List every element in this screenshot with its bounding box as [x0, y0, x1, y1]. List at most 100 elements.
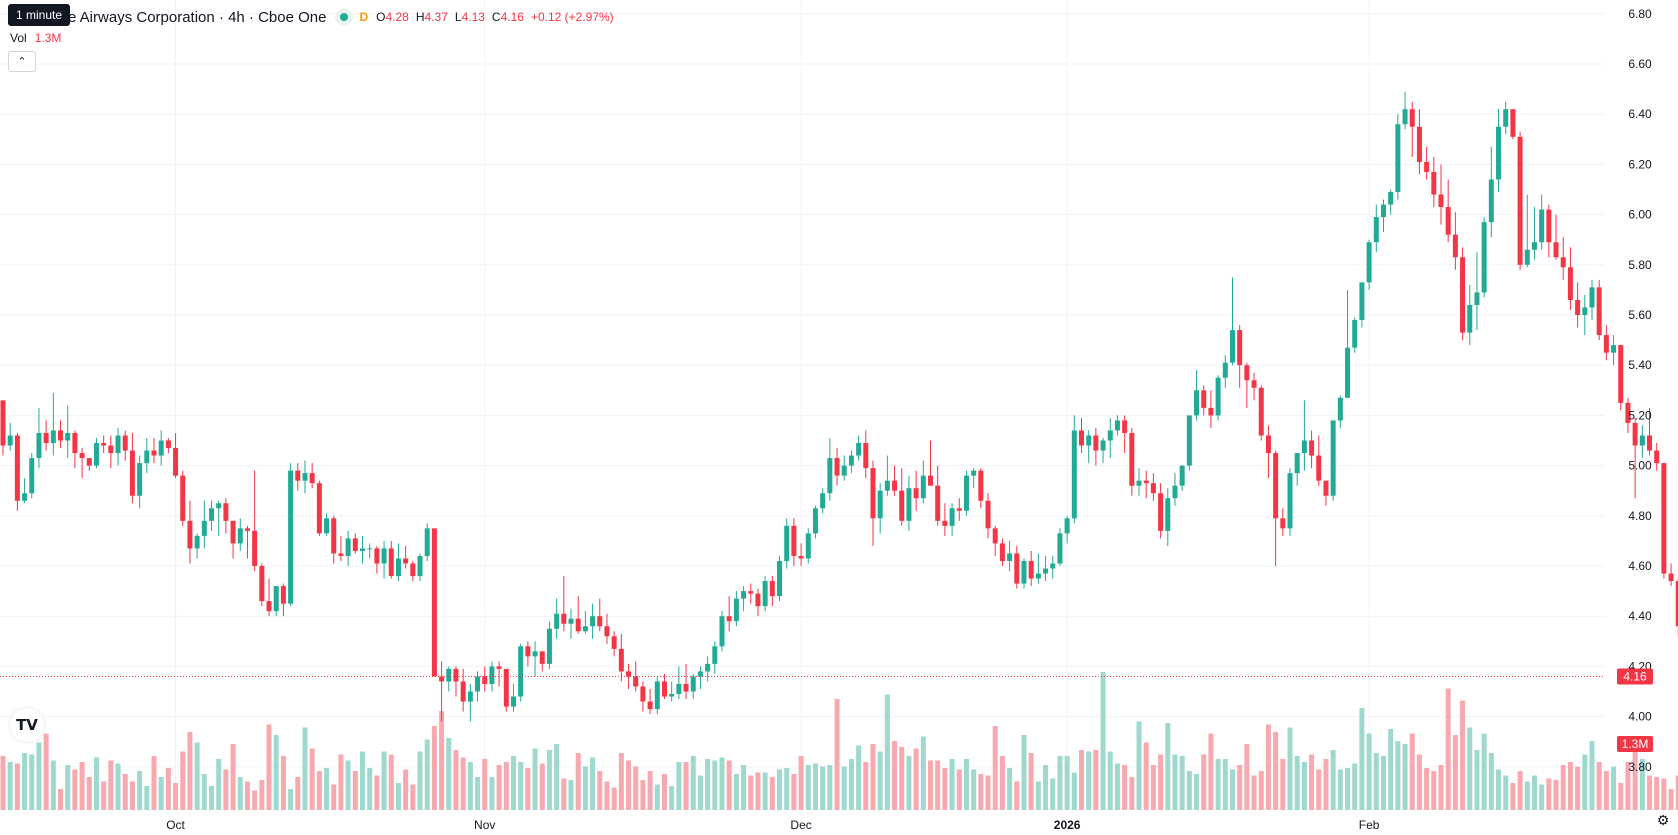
- volume-bar: [877, 751, 883, 810]
- candle-body: [395, 558, 401, 577]
- volume-bar: [1589, 741, 1595, 810]
- gear-icon[interactable]: ⚙: [1656, 811, 1670, 828]
- volume-bar: [597, 771, 603, 810]
- candle-body: [640, 686, 646, 702]
- chevron-up-icon: ⌃: [17, 56, 27, 68]
- candle-body: [1481, 222, 1487, 293]
- volume-bar: [1273, 732, 1279, 810]
- time-axis[interactable]: OctNovDec2026FebMar: [166, 818, 1678, 832]
- volume-bar: [1129, 777, 1135, 810]
- price-tick-label: 5.00: [1628, 459, 1652, 473]
- volume-bar: [661, 774, 667, 810]
- candle-body: [582, 626, 588, 632]
- volume-bar: [963, 759, 969, 810]
- candle-body: [1409, 109, 1415, 127]
- candle-body: [827, 458, 833, 494]
- volume-bar: [324, 768, 330, 810]
- candle-body: [1251, 380, 1257, 388]
- volume-bar: [489, 777, 495, 810]
- candle-body: [1129, 432, 1135, 486]
- candle-body: [453, 668, 459, 682]
- price-tick-label: 6.40: [1628, 107, 1652, 121]
- volume-bar: [1287, 727, 1293, 810]
- volume-bar: [295, 777, 301, 810]
- volume-bar: [741, 765, 747, 810]
- candle-body: [101, 443, 107, 446]
- candle-body: [108, 445, 114, 454]
- volume-bar: [252, 790, 258, 810]
- last-price-label: 4.16: [1623, 669, 1647, 683]
- volume-label[interactable]: Vol: [10, 31, 27, 45]
- price-tick-label: 3.80: [1628, 760, 1652, 774]
- volume-bar: [956, 769, 962, 810]
- candle-body: [805, 533, 811, 559]
- volume-bar: [43, 733, 49, 810]
- tradingview-logo[interactable]: TV: [10, 708, 44, 742]
- candle-body: [338, 553, 344, 556]
- volume-bar: [1294, 756, 1300, 810]
- candle-body: [367, 548, 373, 550]
- volume-bar: [460, 757, 466, 810]
- volume-bar: [1100, 672, 1106, 810]
- candle-body: [626, 671, 632, 677]
- volume-bar: [1229, 769, 1235, 810]
- price-tick-label: 4.40: [1628, 609, 1652, 623]
- candle-body: [475, 676, 481, 692]
- volume-bar: [604, 781, 610, 810]
- symbol-title[interactable]: e Airways Corporation · 4h · Cboe One: [68, 8, 327, 26]
- candle-body: [618, 648, 624, 672]
- volume-bar: [503, 762, 509, 810]
- candle-body: [122, 435, 128, 451]
- price-axis[interactable]: 3.804.004.204.404.604.805.005.205.405.60…: [1617, 7, 1653, 774]
- candle-body: [244, 528, 250, 531]
- candle-body: [899, 490, 905, 521]
- volume-bar: [180, 751, 186, 810]
- collapse-legend-button[interactable]: ⌃: [8, 51, 36, 72]
- candle-body: [1079, 430, 1084, 446]
- volume-bar: [1064, 756, 1070, 810]
- candle-body: [1215, 377, 1221, 416]
- candle-body: [1402, 109, 1408, 125]
- candle-body: [532, 651, 538, 657]
- candle-body: [525, 646, 531, 657]
- volume-bar: [1280, 759, 1286, 810]
- candle-body: [309, 473, 315, 484]
- volume-bar: [719, 757, 725, 810]
- volume-bar: [381, 751, 387, 810]
- candle-body: [1345, 347, 1351, 398]
- volume-bar: [1488, 753, 1494, 810]
- volume-bar: [338, 754, 344, 810]
- data-delay-badge[interactable]: D: [359, 10, 369, 24]
- volume-bar: [1510, 783, 1516, 810]
- price-tick-label: 5.40: [1628, 358, 1652, 372]
- low-label: L: [454, 10, 462, 24]
- candle-body: [820, 493, 826, 509]
- volume-bar: [475, 777, 481, 810]
- volume-bar: [1222, 759, 1228, 810]
- market-status-icon[interactable]: [335, 9, 354, 25]
- candle-body: [1158, 493, 1164, 531]
- candle-body: [1337, 397, 1343, 421]
- volume-bar: [539, 763, 545, 810]
- candle-body: [1165, 498, 1171, 531]
- volume-bar: [1043, 765, 1049, 810]
- candle-body: [568, 618, 574, 624]
- candle-body: [1208, 407, 1214, 416]
- candle-body: [115, 435, 121, 454]
- candle-body: [1330, 420, 1336, 496]
- volume-bar: [1301, 762, 1307, 810]
- candle-body: [187, 520, 193, 549]
- volume-bar: [1366, 733, 1372, 810]
- volume-bar: [1661, 778, 1667, 810]
- candle-body: [1539, 209, 1545, 243]
- volume-bar: [273, 735, 279, 810]
- candle-body: [1611, 345, 1617, 353]
- candle-body: [58, 430, 64, 441]
- candle-body: [1043, 568, 1049, 574]
- volume-bar: [935, 760, 941, 810]
- volume-bar: [992, 726, 998, 810]
- candle-body: [741, 591, 747, 599]
- low-value: 4.13: [461, 10, 485, 24]
- candle-body: [647, 701, 653, 710]
